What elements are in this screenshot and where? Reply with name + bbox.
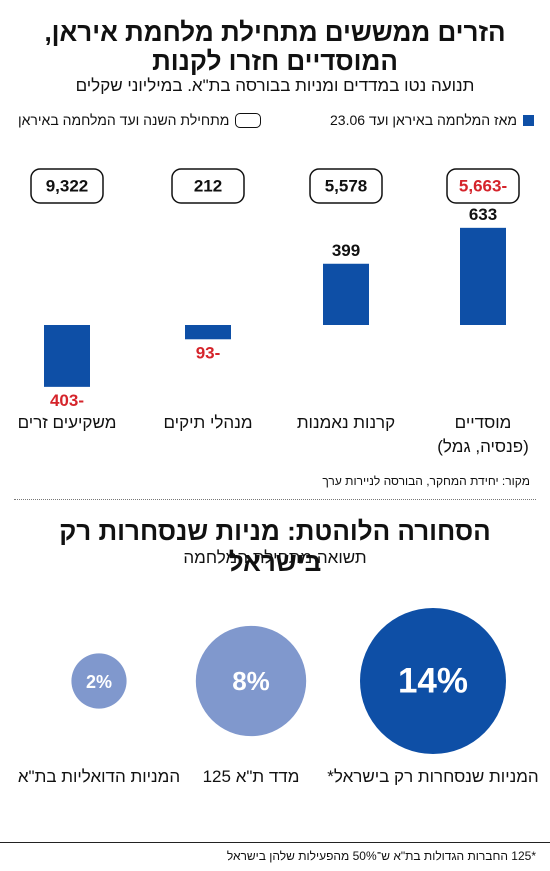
category-label-0-line-0: מוסדיים	[455, 413, 512, 432]
category-label-2: מנהלי תיקים	[163, 413, 252, 432]
bubble-chart-title: הסחורה הלוהטת: מניות שנסחרות רק בישראל	[59, 516, 491, 577]
bubble-category-label-0: המניות שנסחרות רק בישראל*	[327, 767, 538, 786]
bubble-category-label-1: מדד ת"א 125	[203, 767, 300, 786]
section-divider	[14, 499, 536, 500]
value-box-0	[446, 168, 520, 204]
bar-value-label-2: -93	[196, 343, 221, 362]
value-box-label-1: 5,578	[325, 176, 368, 195]
bubble-value-label-2: 2%	[86, 672, 112, 692]
bar-value-label-0: 633	[469, 205, 497, 224]
bar-value-label-1: 399	[332, 241, 360, 260]
source-note: מקור: יחידת המחקר, הבורסה לניירות ערך	[322, 474, 530, 488]
legend-item-since-war: מאז המלחמה באיראן ועד 23.06	[330, 110, 534, 130]
bar-value-label-3: -403	[50, 391, 84, 410]
bar-0	[460, 227, 506, 325]
bar-3	[44, 325, 90, 387]
bubble-category-label-2: המניות הדואליות בת"א	[18, 767, 180, 786]
category-label-1: קרנות נאמנות	[297, 413, 395, 432]
bar-1	[323, 263, 369, 325]
bubble-value-label-0: 14%	[398, 661, 468, 700]
value-box-3	[30, 168, 104, 204]
value-box-label-3: 9,322	[46, 176, 89, 195]
bubble-value-label-1: 8%	[232, 666, 270, 696]
category-label-0-line-1: (פנסיה, גמל)	[437, 437, 528, 456]
legend-outline-swatch	[235, 112, 262, 128]
legend-fill-swatch	[523, 114, 534, 126]
legend-label-start-of-year: מתחילת השנה ועד המלחמה באיראן	[18, 112, 230, 128]
value-box-label-0: -5,663	[459, 176, 507, 195]
category-label-3: משקיעים זרים	[18, 413, 117, 432]
bubble-2	[71, 653, 127, 709]
bar-2	[185, 325, 231, 340]
bubble-0	[360, 608, 506, 754]
footnote-divider	[0, 842, 550, 843]
chart-title: הזרים ממששים מתחילת מלחמת איראן, המוסדיי…	[44, 17, 506, 76]
value-box-label-2: 212	[194, 176, 222, 195]
value-box-1	[309, 168, 383, 204]
legend-item-start-of-year: מתחילת השנה ועד המלחמה באיראן	[18, 110, 262, 130]
value-box-2	[171, 168, 245, 204]
legend-label-since-war: מאז המלחמה באיראן ועד 23.06	[330, 112, 517, 128]
bubble-1	[195, 625, 307, 737]
footnote: *125 החברות הגדולות בת"א ש־50% מהפעילות …	[226, 849, 536, 863]
bubble-chart-subtitle: תשואה מתחילת המלחמה	[183, 548, 367, 567]
bubble-chart: 14% המניות שנסחרות רק בישראל* 8% מדד ת"א 12…	[18, 608, 539, 786]
chart-subtitle: תנועה נטו במדדים ומניות בבורסה בת"א. במי…	[75, 76, 475, 95]
bar-chart: 633 -5,663 מוסדיים (פנסיה, גמל) 399 5,578 קרנו…	[18, 168, 529, 456]
